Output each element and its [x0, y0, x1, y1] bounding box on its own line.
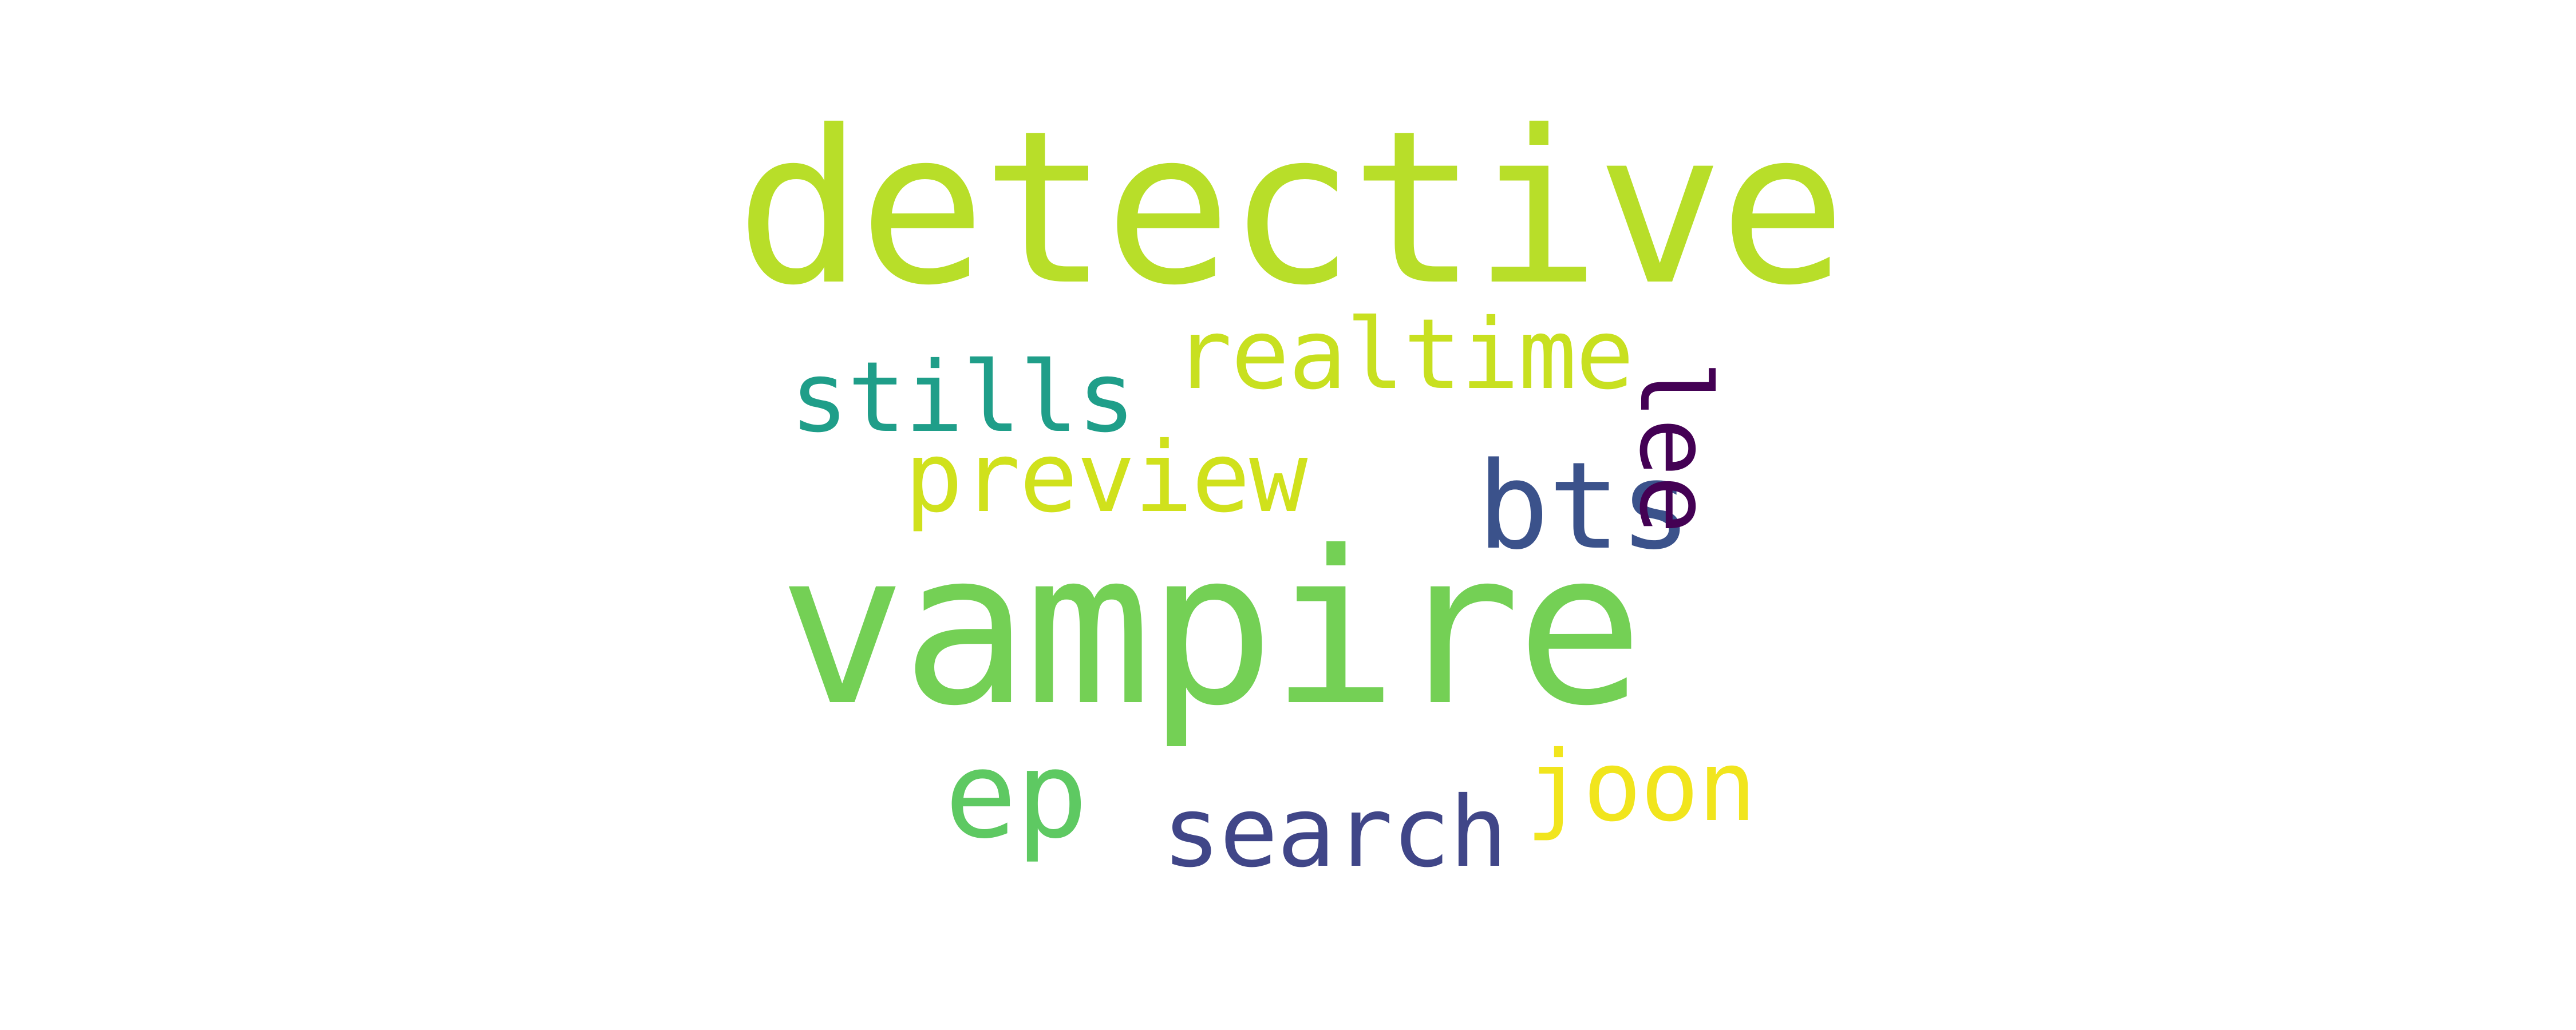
word-joon: joon — [1526, 730, 1756, 843]
word-ep: ep — [945, 725, 1088, 865]
word-preview: preview — [904, 421, 1307, 534]
word-bts: bts — [1477, 436, 1692, 576]
word-stills: stills — [790, 341, 1136, 454]
word-vampire: vampire — [779, 506, 1643, 752]
word-search: search — [1162, 776, 1508, 889]
word-lee: lee — [1618, 360, 1731, 533]
word-detective: detective — [736, 86, 1847, 332]
word-realtime: realtime — [1174, 298, 1634, 411]
